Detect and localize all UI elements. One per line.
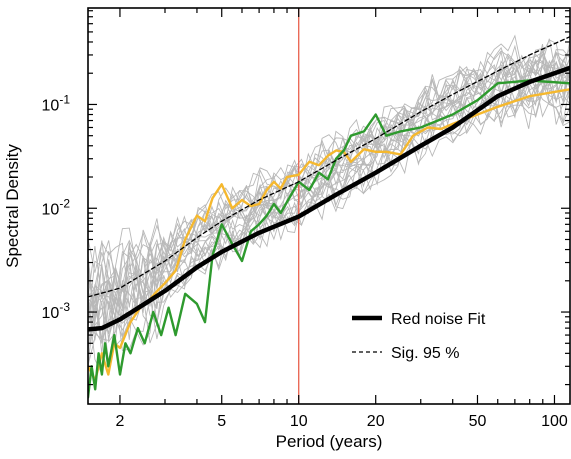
x-tick-label: 100 xyxy=(541,413,568,430)
sig-95-line xyxy=(88,36,570,298)
ensemble-lines xyxy=(88,34,570,376)
ensemble-line xyxy=(88,69,570,371)
series-lines xyxy=(88,8,570,404)
ensemble-line xyxy=(88,78,570,366)
x-tick-label: 2 xyxy=(116,413,125,430)
ensemble-line xyxy=(88,84,570,352)
ensemble-line xyxy=(88,60,570,343)
x-tick-label: 50 xyxy=(469,413,487,430)
x-tick-label: 5 xyxy=(217,413,226,430)
ensemble-line xyxy=(88,77,570,341)
green-series-line xyxy=(88,79,570,399)
ensemble-line xyxy=(88,44,570,308)
y-tick-label: 10-3 xyxy=(42,300,71,322)
legend-label-red-noise-fit: Red noise Fit xyxy=(391,311,486,328)
axes: 2 5 10 20 50 100 10-3 10-2 10-1 xyxy=(42,7,571,430)
legend: Red noise Fit Sig. 95 % xyxy=(352,311,486,362)
ensemble-line xyxy=(88,34,570,324)
x-axis-label: Period (years) xyxy=(276,432,383,451)
y-tick-label: 10-2 xyxy=(42,196,71,218)
x-tick-label: 20 xyxy=(367,413,385,430)
plot-frame xyxy=(87,7,571,405)
legend-label-sig-95: Sig. 95 % xyxy=(391,345,459,362)
ensemble-line xyxy=(88,50,570,319)
ensemble-line xyxy=(88,51,570,342)
y-axis-label: Spectral Density xyxy=(3,144,22,268)
x-tick-label: 10 xyxy=(290,413,308,430)
red-noise-fit-line xyxy=(88,65,570,332)
ensemble-line xyxy=(88,48,570,315)
ensemble-line xyxy=(88,70,570,362)
ensemble-line xyxy=(88,60,570,352)
y-tick-label: 10-1 xyxy=(42,92,71,114)
